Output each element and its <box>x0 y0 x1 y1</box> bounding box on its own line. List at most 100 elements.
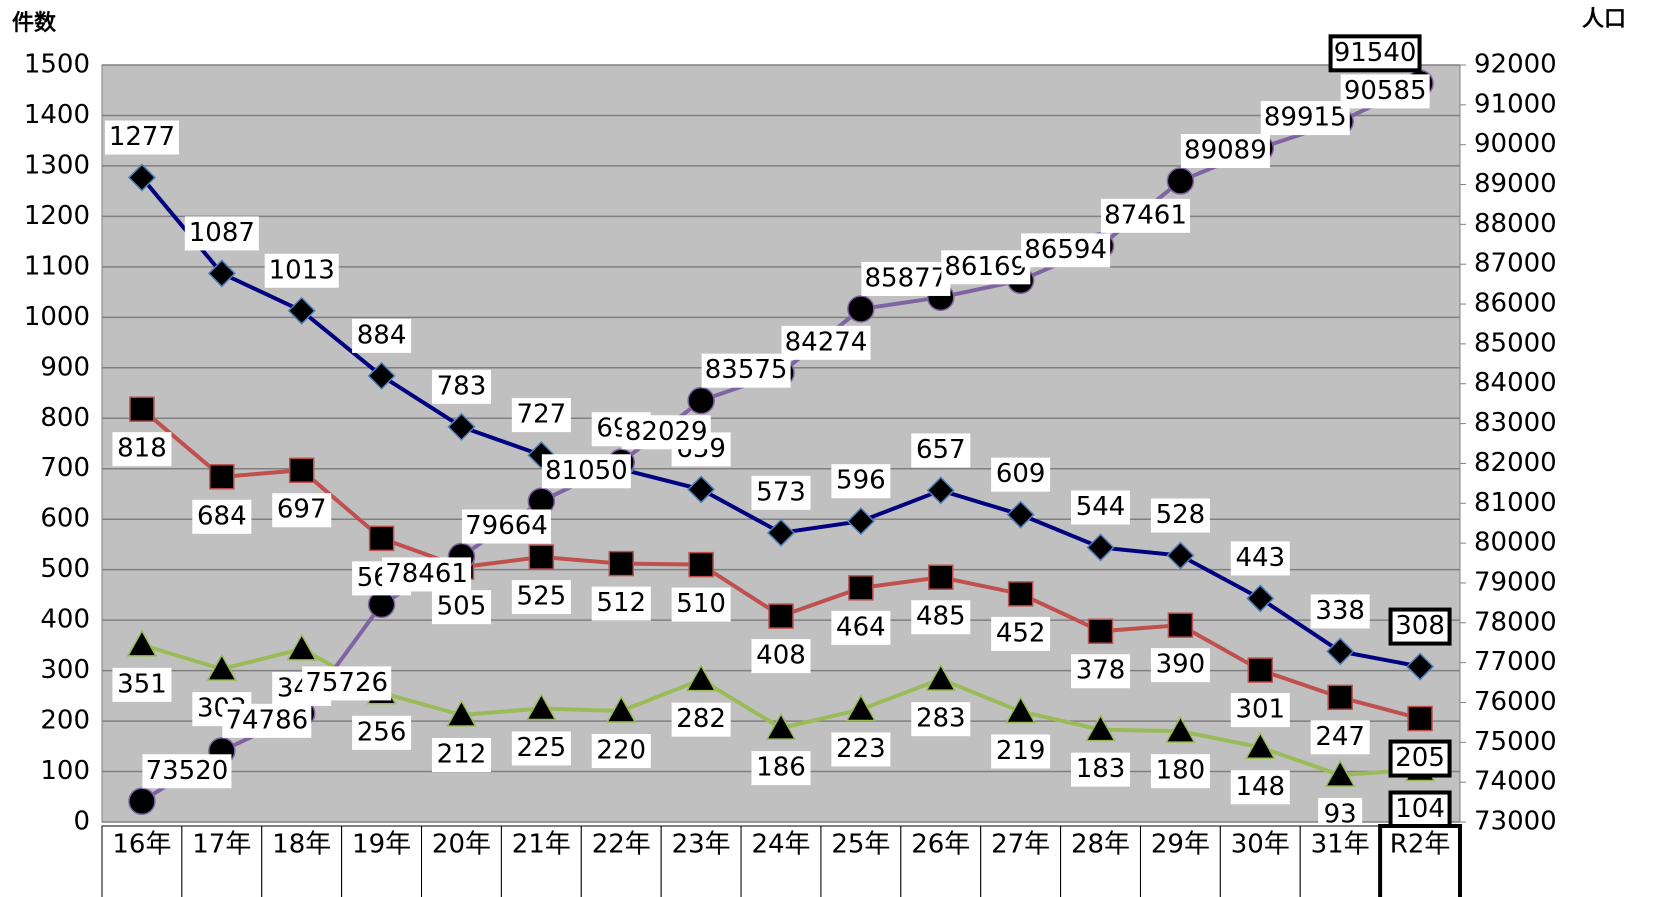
y-tick-label: 400 <box>40 605 90 635</box>
data-label-box <box>112 667 172 702</box>
data-label: 148 <box>1235 772 1285 802</box>
data-label-box <box>751 751 811 786</box>
data-label-box <box>1310 594 1370 629</box>
marker <box>1405 652 1435 681</box>
marker <box>765 712 797 740</box>
data-label-box <box>382 557 472 592</box>
data-label-box <box>431 369 491 404</box>
y-tick-label: 1300 <box>24 150 90 180</box>
y2-tick-label: 90000 <box>1474 129 1557 159</box>
x-cell <box>660 825 742 897</box>
data-label: 89915 <box>1264 103 1347 133</box>
marker <box>605 695 637 723</box>
y-tick-label: 1100 <box>24 251 90 281</box>
data-label: 183 <box>1076 754 1126 784</box>
data-label-box <box>511 731 571 766</box>
data-label: 89089 <box>1184 135 1267 165</box>
marker <box>288 457 315 483</box>
data-label: 87461 <box>1104 200 1187 230</box>
data-label-box <box>1150 754 1210 789</box>
marker <box>1086 533 1115 562</box>
data-label-box <box>511 398 571 433</box>
data-label: 74786 <box>225 705 308 735</box>
marker <box>687 386 715 415</box>
data-label: 818 <box>117 434 167 464</box>
data-label: 78461 <box>385 559 468 589</box>
marker <box>848 575 874 601</box>
x-cell <box>1378 824 1463 897</box>
data-label-box <box>1230 693 1290 728</box>
marker <box>1326 637 1355 666</box>
marker <box>1005 695 1036 724</box>
y-tick-label: 1000 <box>24 302 90 332</box>
y-tick-label: 0 <box>73 807 90 837</box>
data-label-box <box>1071 490 1131 525</box>
data-label: 75726 <box>305 668 388 698</box>
marker <box>685 664 717 692</box>
y2-tick-label: 91000 <box>1474 89 1557 119</box>
x-cell <box>1139 825 1221 897</box>
marker <box>1085 714 1116 742</box>
y2-tick-label: 87000 <box>1474 249 1557 279</box>
data-label: 205 <box>1395 743 1445 773</box>
marker <box>1246 584 1275 613</box>
data-label-box <box>671 587 731 622</box>
marker <box>447 412 476 441</box>
data-label: 85877 <box>865 263 948 293</box>
marker <box>127 163 157 192</box>
y2-tick-label: 92000 <box>1474 50 1557 80</box>
data-label: 1013 <box>269 255 335 285</box>
y-tick-label: 800 <box>40 403 90 433</box>
x-tick-label: 31年 <box>1311 830 1370 860</box>
x-cell <box>580 825 662 897</box>
data-label: 104 <box>1395 794 1445 824</box>
y2-tick-label: 77000 <box>1474 647 1557 677</box>
y-tick-label: 200 <box>40 706 90 736</box>
data-label-box <box>751 475 811 510</box>
data-label-box <box>1230 541 1290 576</box>
data-label-box <box>184 216 259 251</box>
x-tick-label: 26年 <box>911 830 970 860</box>
data-label: 525 <box>517 582 567 612</box>
data-label: 544 <box>1076 492 1126 522</box>
data-label: 91540 <box>1334 38 1417 68</box>
marker <box>1007 581 1034 607</box>
data-label-box <box>1021 233 1111 268</box>
data-label-box <box>1230 770 1290 805</box>
data-label: 378 <box>1076 656 1126 686</box>
data-label: 223 <box>836 734 886 764</box>
marker <box>1407 705 1433 732</box>
data-label: 783 <box>437 371 487 401</box>
x-cell <box>421 825 502 897</box>
data-label: 256 <box>357 717 407 747</box>
data-label: 220 <box>596 735 646 765</box>
y2-tick-label: 82000 <box>1474 448 1557 478</box>
data-label-box <box>1180 133 1270 168</box>
data-label-box <box>991 457 1051 492</box>
data-label-box <box>431 590 491 625</box>
data-label: 283 <box>916 704 966 734</box>
data-label-box <box>831 464 891 499</box>
marker <box>287 296 316 325</box>
y2-tick-label: 89000 <box>1474 169 1557 199</box>
marker <box>286 633 317 661</box>
marker <box>209 464 235 490</box>
data-label-box <box>781 325 871 360</box>
y2-tick-label: 81000 <box>1474 488 1557 518</box>
marker <box>1324 759 1356 787</box>
data-label: 684 <box>197 501 247 531</box>
data-label: 82029 <box>625 417 708 447</box>
data-label: 81050 <box>545 456 628 486</box>
y2-tick-label: 78000 <box>1474 607 1557 637</box>
x-cell <box>261 825 343 897</box>
data-label-box <box>192 499 252 534</box>
data-label: 84274 <box>785 327 868 357</box>
data-label-box <box>1310 720 1370 755</box>
data-label: 390 <box>1156 650 1206 680</box>
data-label: 884 <box>357 320 407 350</box>
data-label-box <box>461 509 551 544</box>
data-label-box <box>1328 34 1422 73</box>
x-cell <box>181 825 263 897</box>
data-label-box <box>991 734 1051 769</box>
y-tick-label: 1500 <box>24 50 90 80</box>
